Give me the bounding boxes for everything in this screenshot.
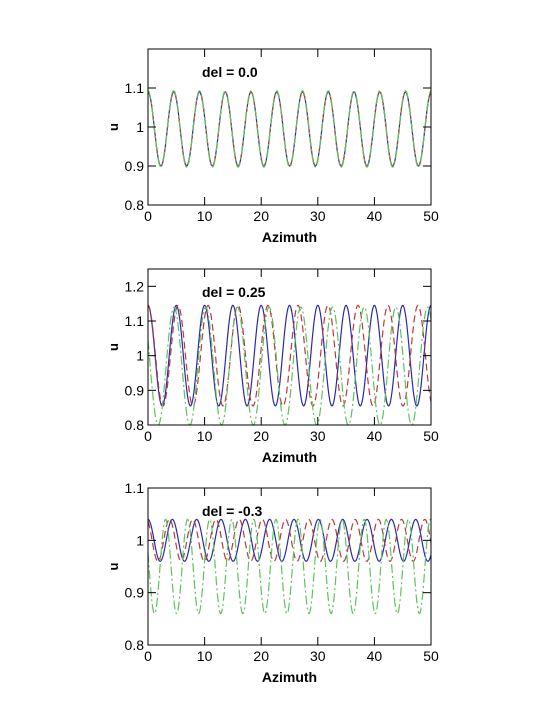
y-tick-label: 1 xyxy=(136,348,144,364)
y-tick-label: 1.1 xyxy=(125,80,145,96)
plot-frame xyxy=(147,487,432,646)
x-tick-label: 0 xyxy=(144,428,152,444)
series-line-1 xyxy=(148,304,431,407)
y-tick-label: 0.8 xyxy=(125,197,145,213)
x-tick-label: 30 xyxy=(310,648,326,664)
x-tick-label: 50 xyxy=(423,208,439,224)
x-tick-label: 20 xyxy=(253,648,269,664)
x-tick-label: 0 xyxy=(144,648,152,664)
x-tick-label: 10 xyxy=(197,208,213,224)
y-tick-label: 1.1 xyxy=(125,480,145,496)
panel-annotation: del = 0.25 xyxy=(202,284,266,300)
x-tick-label: 10 xyxy=(197,428,213,444)
y-tick-label: 1.1 xyxy=(125,313,145,329)
x-tick-label: 40 xyxy=(367,648,383,664)
x-tick-label: 0 xyxy=(144,208,152,224)
x-tick-label: 40 xyxy=(367,428,383,444)
x-tick-label: 20 xyxy=(253,428,269,444)
panel-annotation: del = -0.3 xyxy=(202,503,263,519)
chart-panel-3: 0 10 20 30 40 50 0.8 0.9 1 1.1 Azimuth u del = -0.3 xyxy=(106,480,439,685)
series-line-3 xyxy=(148,306,431,425)
x-axis-label: Azimuth xyxy=(262,449,317,465)
y-tick-label: 1 xyxy=(136,119,144,135)
y-tick-label: 0.9 xyxy=(125,585,145,601)
x-tick-label: 30 xyxy=(310,208,326,224)
series-line-1 xyxy=(148,91,431,167)
x-tick-label: 10 xyxy=(197,648,213,664)
y-axis-label: u xyxy=(106,123,121,131)
y-tick-label: 0.9 xyxy=(125,158,145,174)
x-tick-label: 50 xyxy=(423,428,439,444)
x-axis-label: Azimuth xyxy=(262,229,317,245)
plot-frame xyxy=(147,48,432,206)
plot-frame xyxy=(147,268,432,426)
x-axis-label: Azimuth xyxy=(262,669,317,685)
chart-panel-2: 0 10 20 30 40 50 0.8 0.9 1 1.1 1.2 Azimuth u del = 0.… xyxy=(106,268,439,465)
y-axis-label: u xyxy=(106,343,121,351)
y-tick-label: 0.9 xyxy=(125,382,145,398)
chart-panel-1: 0 10 20 30 40 50 0.8 0.9 1 1.1 Azimuth u del = 0.0 xyxy=(106,48,439,245)
y-tick-label: 1.2 xyxy=(125,278,145,294)
x-tick-label: 30 xyxy=(310,428,326,444)
x-tick-label: 50 xyxy=(423,648,439,664)
series-line-3 xyxy=(148,90,431,168)
series-line-2 xyxy=(148,304,431,407)
y-tick-label: 1 xyxy=(136,532,144,548)
series-line-2 xyxy=(148,518,431,562)
y-axis-label: u xyxy=(106,562,121,570)
y-tick-label: 0.8 xyxy=(125,417,145,433)
x-tick-label: 20 xyxy=(253,208,269,224)
series-line-3 xyxy=(148,518,431,615)
y-tick-label: 0.8 xyxy=(125,637,145,653)
x-tick-label: 40 xyxy=(367,208,383,224)
panel-annotation: del = 0.0 xyxy=(202,64,258,80)
